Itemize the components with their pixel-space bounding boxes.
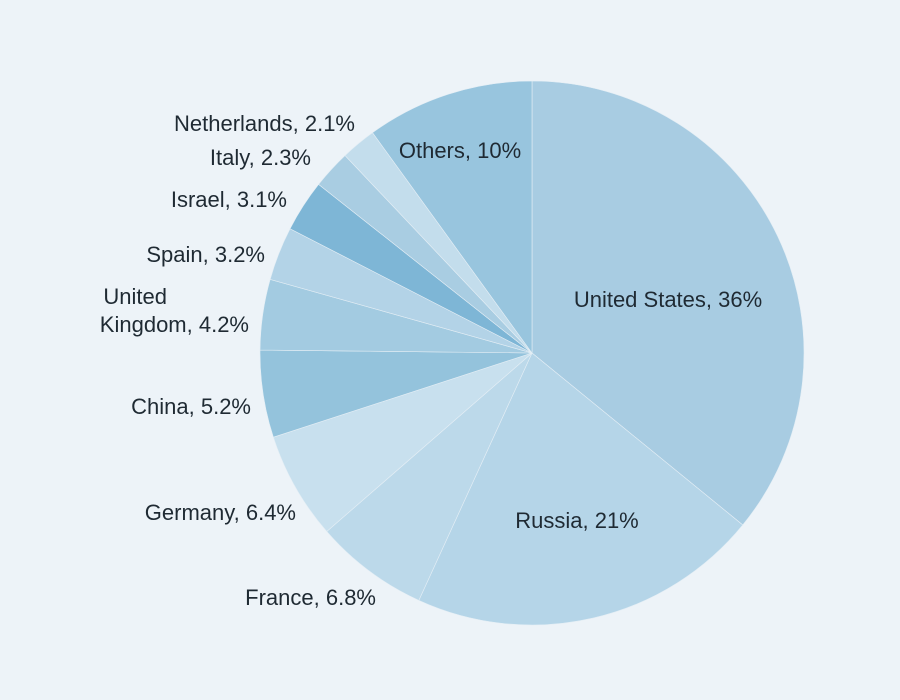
slice-label-russia: Russia, 21% (515, 508, 639, 533)
slice-label-china: China, 5.2% (131, 394, 251, 419)
pie-slice-united-states (531, 80, 805, 526)
pie-slice-russia (418, 352, 744, 626)
slice-label-germany: Germany, 6.4% (145, 500, 296, 525)
slice-label-netherlands: Netherlands, 2.1% (174, 111, 355, 136)
pie-slice-others (372, 80, 533, 354)
labels-layer: United States, 36% Russia, 21% France, 6.8… (100, 111, 762, 610)
pie-slice-france (326, 352, 533, 601)
slice-label-others: Others, 10% (399, 138, 521, 163)
slices-layer (259, 80, 805, 626)
slice-label-spain: Spain, 3.2% (146, 242, 265, 267)
slice-label-france: France, 6.8% (245, 585, 376, 610)
slice-label-italy: Italy, 2.3% (210, 145, 311, 170)
slice-label-united-kingdom: United Kingdom, 4.2% (100, 284, 249, 337)
slice-label-israel: Israel, 3.1% (171, 187, 287, 212)
slice-label-united-states: United States, 36% (574, 287, 762, 312)
